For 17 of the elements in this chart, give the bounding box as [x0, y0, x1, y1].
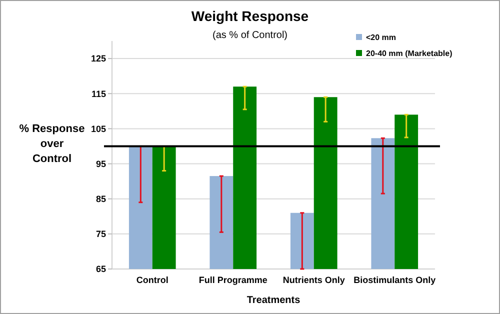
x-tick-label: Nutrients Only: [282, 275, 345, 285]
y-tick-label: 75: [96, 229, 106, 240]
y-tick-label: 115: [91, 88, 106, 99]
y-tick-label: 105: [90, 124, 106, 134]
chart-subtitle: (as % of Control): [212, 30, 288, 41]
x-axis-title: Treatments: [246, 295, 301, 306]
y-tick-label: 125: [90, 54, 106, 64]
x-tick-label: Control: [136, 275, 168, 285]
legend-label: <20 mm: [366, 33, 396, 42]
y-tick-label: 85: [96, 194, 106, 204]
legend-label: 20-40 mm (Marketable): [366, 49, 453, 58]
x-tick-label: Full Programme: [198, 275, 268, 285]
chart-title: Weight Response: [191, 8, 309, 24]
y-tick-label: 65: [96, 264, 106, 274]
y-axis-title: % Response over Control: [19, 123, 85, 165]
y-tick-label: 95: [96, 158, 106, 169]
x-tick-label: Biostimulants Only: [354, 275, 436, 285]
